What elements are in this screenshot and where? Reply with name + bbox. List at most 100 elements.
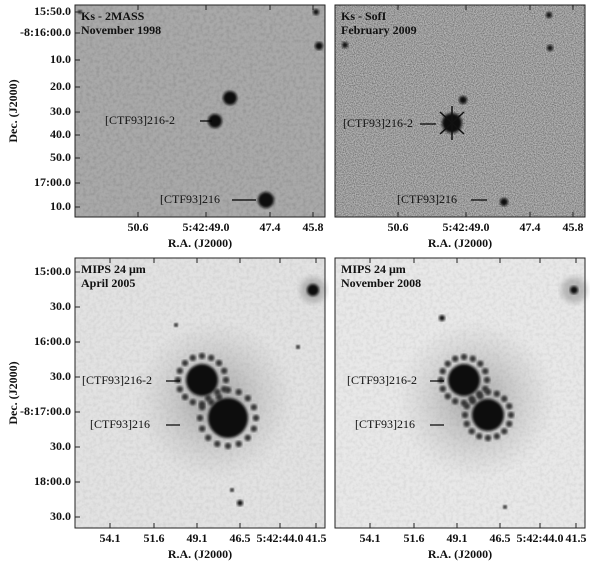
panel-title: MIPS 24 μm [81,262,146,276]
image-feature [237,500,243,506]
y-tick-label: -8:17:00.0 [20,404,71,418]
image-panel [74,4,326,218]
image-feature [205,434,212,441]
x-axis-label: R.A. (J2000) [428,236,492,250]
image-panel [74,257,326,529]
image-feature [342,42,348,48]
x-tick-label: 47.4 [260,220,281,234]
image-feature [334,257,586,529]
image-feature [244,434,251,441]
y-tick-label: 15:50.0 [34,4,71,18]
image-feature [214,388,221,396]
image-feature [439,106,465,140]
image-feature [444,393,451,400]
image-feature [439,385,446,393]
image-feature [186,364,218,396]
image-feature [547,45,553,51]
x-tick-label: 47.4 [520,220,541,234]
source-label: [CTF93]216 [160,192,220,206]
panel-title: MIPS 24 μm [341,262,406,276]
y-tick-label: 20.0 [50,79,71,93]
x-tick-label: 46.5 [230,531,251,545]
x-tick-label: 50.6 [128,220,149,234]
x-axis-label: R.A. (J2000) [428,547,492,561]
image-feature [222,376,230,384]
image-feature [507,411,515,419]
image-feature [307,284,319,296]
image-feature [189,398,197,406]
image-feature [475,433,483,440]
image-feature [468,428,475,435]
y-tick-label: 10.0 [50,199,71,213]
x-tick-label: 41.5 [566,531,587,545]
image-feature [235,440,242,448]
image-feature [198,352,206,360]
image-feature [135,320,295,480]
image-feature [220,367,228,375]
image-feature [208,398,248,438]
image-feature [250,425,258,432]
y-tick-label: 15:00.0 [34,264,71,278]
y-tick-label: 30.0 [50,104,71,118]
image-feature [174,376,182,384]
x-tick-label: 41.5 [306,531,327,545]
y-axis-label: Dec. (J2000) [6,79,20,142]
image-feature [448,364,480,396]
image-feature [74,4,326,218]
y-tick-label: 40.0 [50,127,71,141]
panel-title: Ks - 2MASS [81,9,145,23]
panel-date: November 1998 [81,23,161,37]
image-feature [493,433,501,440]
source-label: [CTF93]216-2 [82,373,152,387]
image-panel [334,257,587,529]
image-feature [469,355,477,362]
image-feature [444,360,451,367]
y-tick-label: 18:00.0 [34,474,71,488]
image-feature [439,367,446,375]
x-tick-label: 45.8 [303,220,324,234]
x-tick-label: 5:42:44.0 [517,531,564,545]
image-feature [506,420,513,428]
y-tick-label: 17:00.0 [34,175,71,189]
image-feature [396,320,556,480]
image-feature [472,399,504,431]
y-tick-label: -8:16:00.0 [20,25,71,39]
image-feature [484,434,492,442]
image-feature [176,367,184,375]
image-feature [74,257,326,529]
y-tick-label: 30.0 [50,509,71,523]
x-tick-label: 54.1 [100,531,121,545]
image-feature [477,360,484,367]
source-label: [CTF93]216 [90,417,150,431]
y-tick-label: 50.0 [50,150,71,164]
image-feature [205,395,212,402]
image-feature [224,386,232,394]
y-tick-label: 30.0 [50,369,71,383]
x-tick-label: 49.1 [187,531,208,545]
image-feature [461,411,469,419]
image-feature [501,428,508,435]
x-tick-label: 5:42:44.0 [257,531,304,545]
image-feature [258,192,274,208]
image-feature [570,286,578,294]
x-tick-label: 51.6 [144,531,165,545]
image-feature [437,376,445,384]
image-feature [208,114,222,128]
panel-date: April 2005 [81,276,135,290]
image-feature [468,395,475,402]
source-label: [CTF93]216-2 [343,116,413,130]
x-axis-label: R.A. (J2000) [168,236,232,250]
image-feature [460,353,468,361]
image-feature [196,414,204,422]
image-feature [475,390,483,397]
image-feature [503,505,507,509]
image-feature [235,388,242,396]
y-tick-label: 30.0 [50,299,71,313]
image-feature [482,367,489,375]
image-feature [493,390,501,397]
image-feature [176,385,184,393]
image-feature [252,414,260,422]
image-feature [214,440,221,448]
image-feature [463,420,470,428]
image-feature [459,96,467,104]
